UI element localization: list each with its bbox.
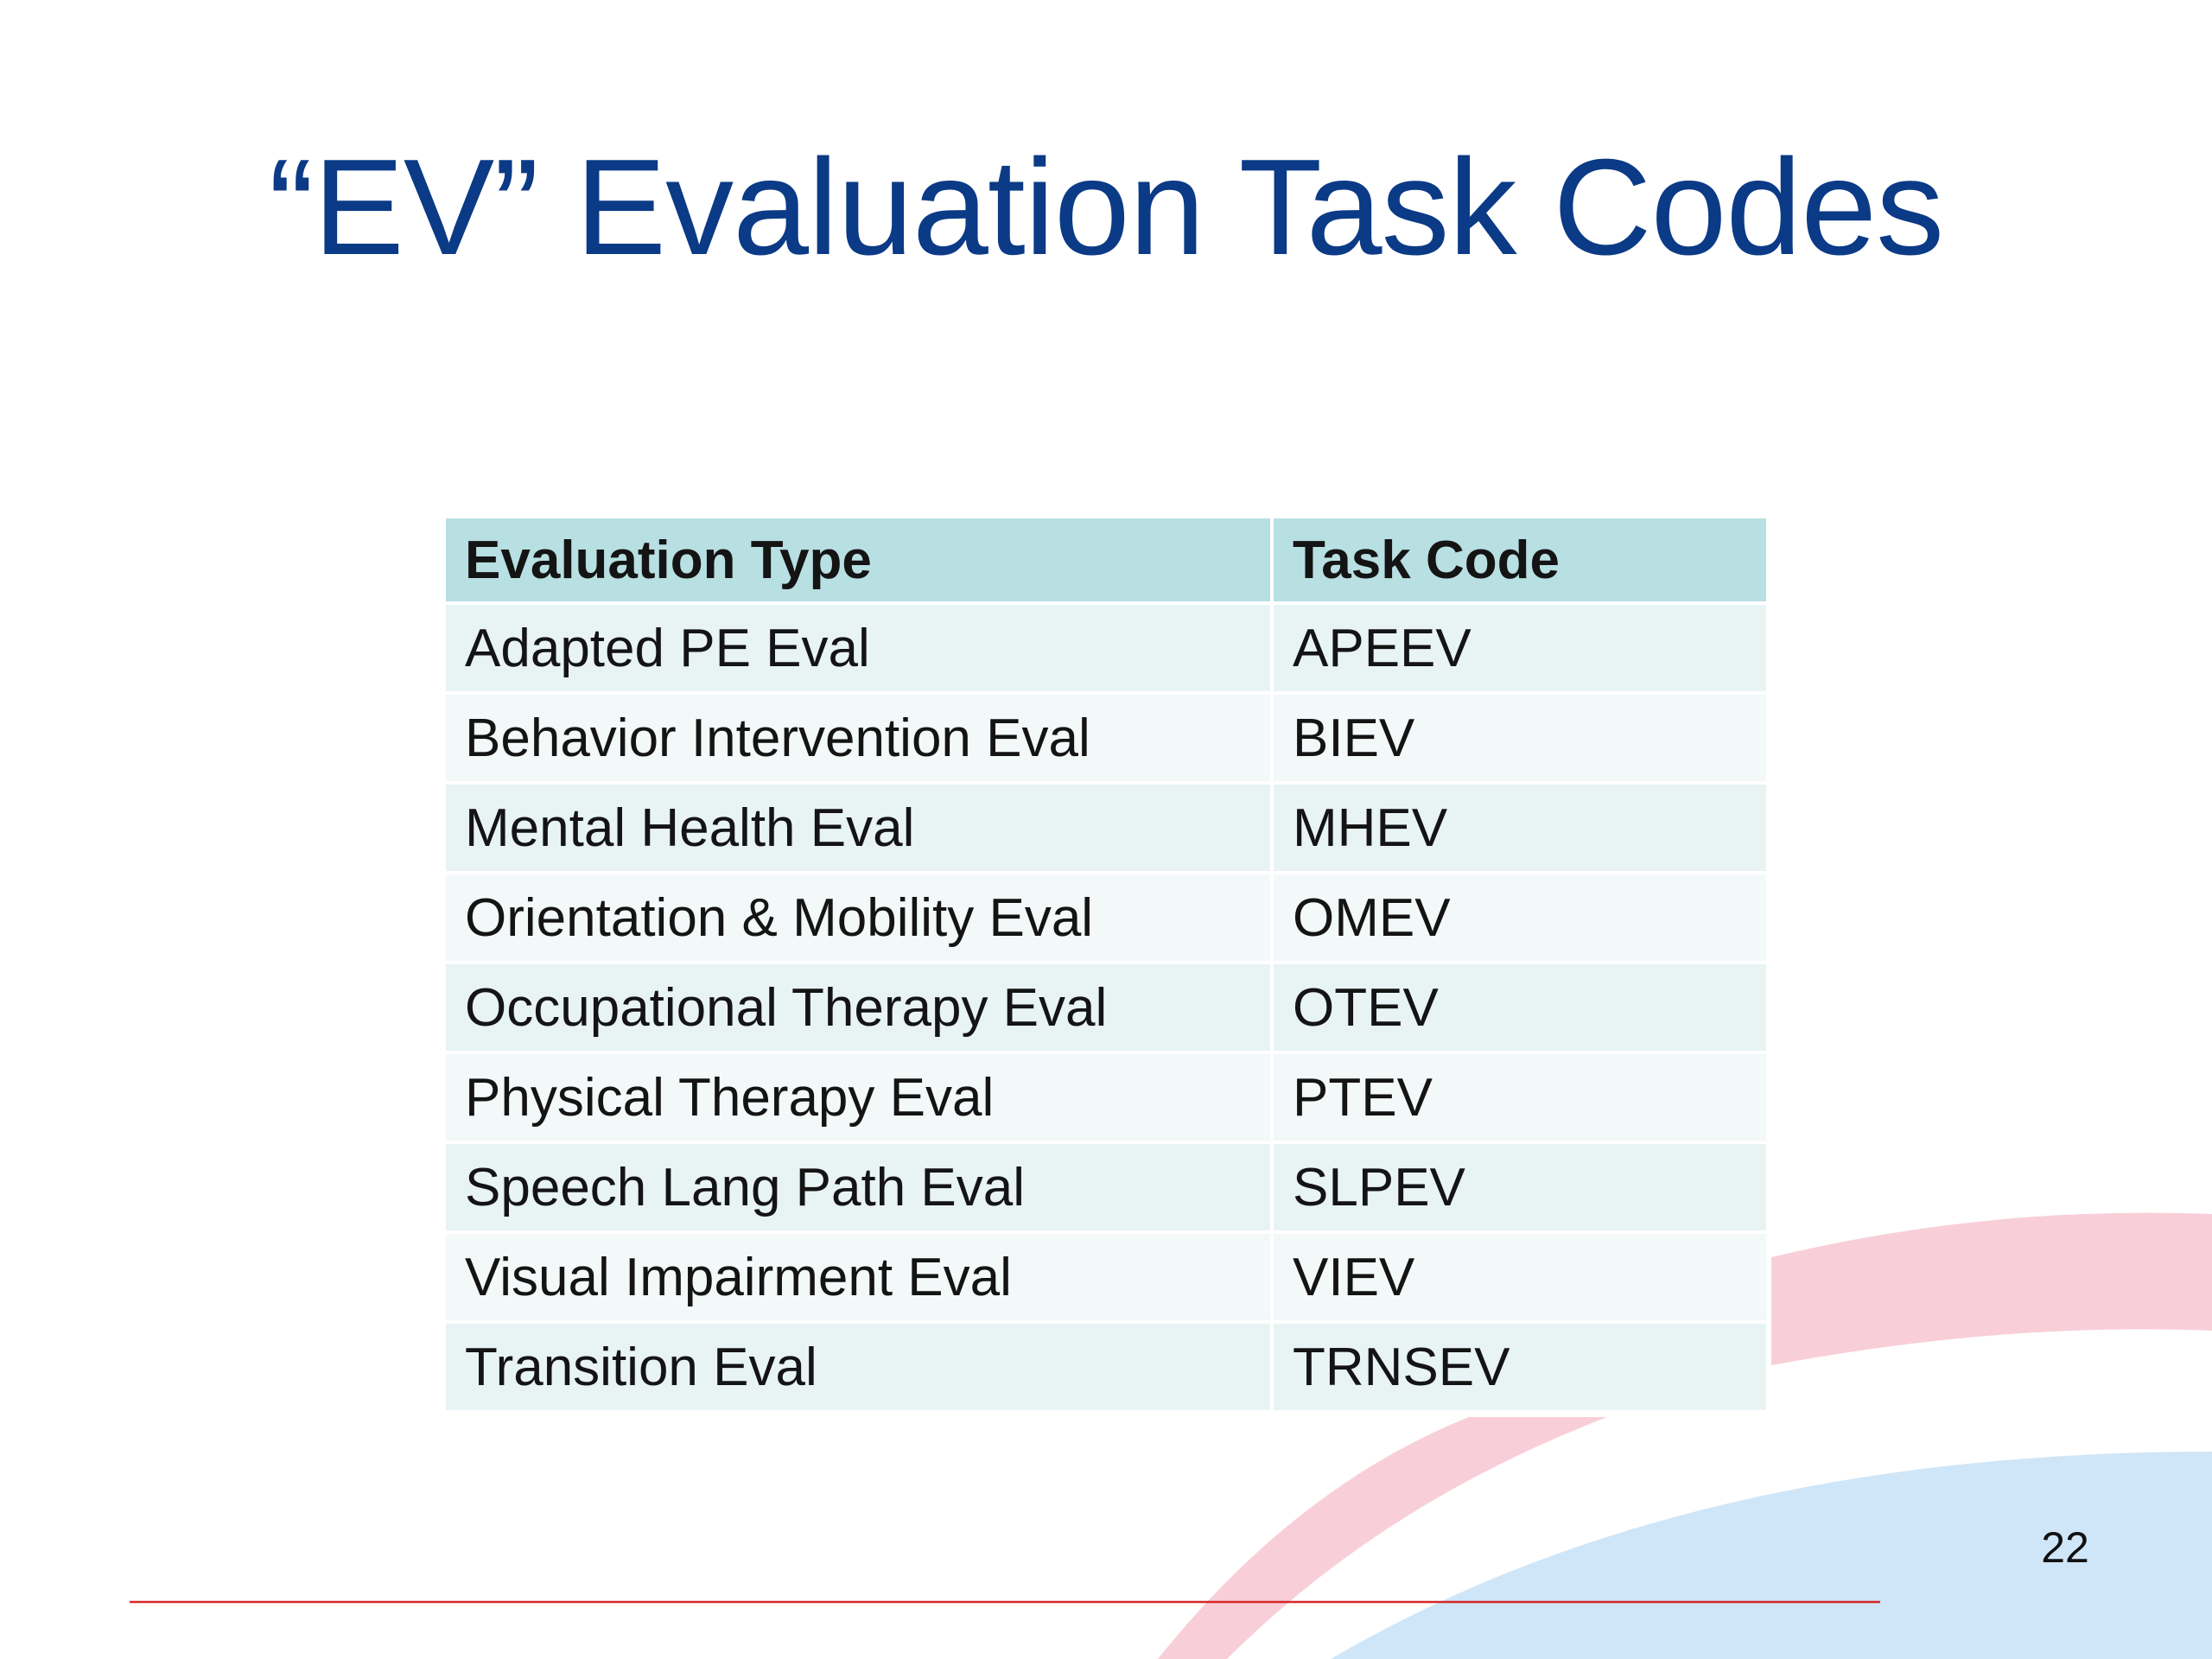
task-code-cell: MHEV [1274,785,1766,871]
task-code-cell: PTEV [1274,1054,1766,1141]
pink-arc-band [1771,1212,2212,1365]
table-header-row: Evaluation Type Task Code [446,518,1766,601]
task-code-cell: VIEV [1274,1234,1766,1320]
evaluation-type-cell: Physical Therapy Eval [446,1054,1270,1141]
header-task-code: Task Code [1274,518,1766,601]
evaluation-type-cell: Adapted PE Eval [446,605,1270,691]
task-code-cell: TRNSEV [1274,1324,1766,1410]
page-number: 22 [2041,1523,2089,1572]
header-evaluation-type: Evaluation Type [446,518,1270,601]
table-row: Mental Health Eval MHEV [446,785,1766,871]
task-codes-table: Evaluation Type Task Code Adapted PE Eva… [442,515,1770,1414]
task-code-cell: APEEV [1274,605,1766,691]
task-code-cell: SLPEV [1274,1144,1766,1230]
table-row: Orientation & Mobility Eval OMEV [446,874,1766,961]
evaluation-type-cell: Orientation & Mobility Eval [446,874,1270,961]
task-code-cell: OTEV [1274,964,1766,1051]
evaluation-type-cell: Speech Lang Path Eval [446,1144,1270,1230]
table-row: Visual Impairment Eval VIEV [446,1234,1766,1320]
blue-arc [1331,1452,2212,1659]
task-code-cell: OMEV [1274,874,1766,961]
table-row: Physical Therapy Eval PTEV [446,1054,1766,1141]
table-row: Adapted PE Eval APEEV [446,605,1766,691]
task-code-cell: BIEV [1274,695,1766,781]
table-row: Transition Eval TRNSEV [446,1324,1766,1410]
evaluation-type-cell: Visual Impairment Eval [446,1234,1270,1320]
slide-title: “EV” Evaluation Task Codes [268,131,1944,283]
table-row: Behavior Intervention Eval BIEV [446,695,1766,781]
table-row: Speech Lang Path Eval SLPEV [446,1144,1766,1230]
evaluation-type-cell: Mental Health Eval [446,785,1270,871]
evaluation-type-cell: Transition Eval [446,1324,1270,1410]
pink-swoosh [1158,1417,1607,1659]
evaluation-type-cell: Behavior Intervention Eval [446,695,1270,781]
evaluation-type-cell: Occupational Therapy Eval [446,964,1270,1051]
table-row: Occupational Therapy Eval OTEV [446,964,1766,1051]
